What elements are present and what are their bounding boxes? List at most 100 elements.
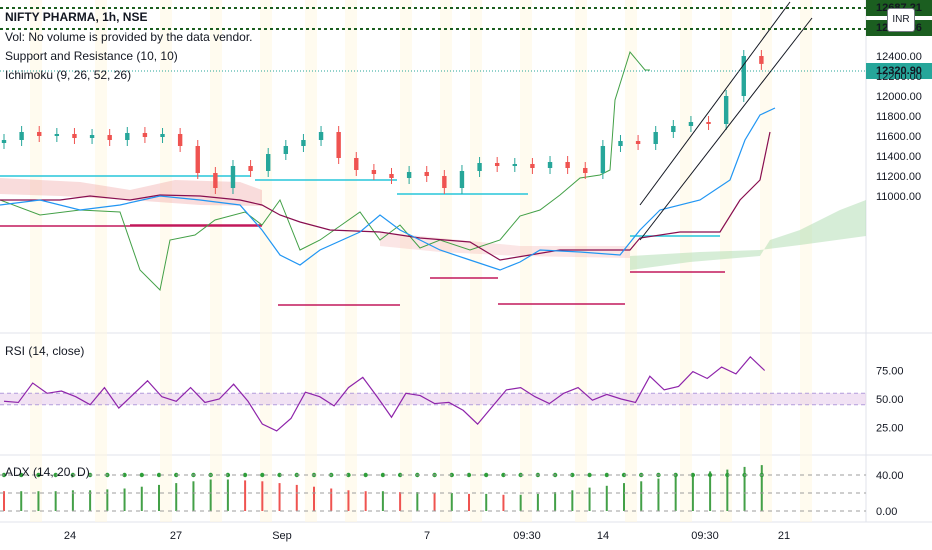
adx-threshold-dot: [277, 472, 282, 478]
price-tick-label: 11800.00: [876, 111, 921, 123]
session-band: [800, 0, 812, 522]
ichimoku-cloud-bullish: [630, 200, 866, 270]
session-band: [470, 0, 482, 522]
adx-threshold-dot: [484, 472, 489, 478]
session-band: [305, 0, 317, 522]
session-band: [520, 0, 532, 522]
rsi-legend[interactable]: RSI (14, close): [5, 344, 85, 358]
ichimoku-base-line: [0, 131, 771, 261]
candle-body: [230, 166, 236, 188]
session-band: [210, 0, 222, 522]
symbol-title[interactable]: NIFTY PHARMA, 1h, NSE: [5, 10, 148, 24]
candle-body: [89, 135, 95, 138]
session-band: [400, 0, 412, 522]
rsi-band: [0, 393, 866, 405]
session-band: [575, 0, 587, 522]
candle-body: [653, 132, 658, 144]
ichimoku-legend[interactable]: Ichimoku (9, 26, 52, 26): [5, 68, 132, 82]
adx-threshold-dot: [501, 472, 506, 478]
adx-threshold-dot: [242, 472, 248, 478]
candle-body: [547, 162, 553, 168]
rsi-line: [3, 355, 766, 432]
session-band: [680, 0, 692, 522]
candle-body: [688, 122, 694, 126]
candle-body: [635, 141, 641, 144]
candle-body: [37, 132, 42, 136]
candle-body: [671, 126, 676, 132]
time-axis-label: 24: [64, 530, 76, 542]
time-axis-label: 7: [424, 530, 430, 542]
adx-threshold-dot: [725, 472, 730, 478]
adx-threshold-dot: [122, 472, 127, 478]
support-resistance-legend[interactable]: Support and Resistance (10, 10): [5, 49, 178, 63]
adx-threshold-dot: [260, 472, 265, 478]
candle-body: [494, 163, 500, 166]
volume-note: Vol: No volume is provided by the data v…: [5, 30, 253, 44]
adx-threshold-dot: [707, 472, 713, 478]
price-tick-label: 11400.00: [876, 151, 921, 163]
adx-threshold-dot: [53, 472, 58, 478]
price-tick-label: 12400.00: [876, 51, 922, 63]
price-badge-last: 12320.90: [876, 65, 922, 77]
time-axis-label: 09:30: [513, 530, 541, 542]
time-axis-label: 14: [597, 530, 609, 542]
candle-body: [336, 132, 341, 158]
ichimoku-cloud-bearish: [0, 178, 262, 206]
adx-threshold-dot: [139, 472, 144, 478]
session-band: [760, 0, 772, 522]
candle-body: [354, 158, 359, 170]
candle-body: [195, 146, 200, 173]
rsi-tick-label: 50.00: [876, 394, 904, 406]
price-tick-label: 11000.00: [876, 191, 921, 203]
rsi-tick-label: 75.00: [876, 366, 904, 378]
candle-body: [583, 168, 588, 173]
candle-body: [248, 166, 253, 171]
candle-body: [142, 133, 148, 137]
adx-threshold-dot: [690, 472, 696, 478]
candle-body: [459, 171, 465, 188]
candle-body: [1, 140, 7, 143]
candle-body: [442, 176, 447, 188]
candle-body: [389, 174, 394, 178]
candle-body: [371, 170, 377, 174]
candle-body: [512, 164, 517, 166]
candle-body: [125, 133, 130, 140]
price-tick-label: 12200.00: [876, 71, 922, 83]
candle-body: [600, 146, 606, 173]
session-band: [95, 0, 107, 522]
adx-threshold-dot: [570, 472, 575, 478]
session-band: [440, 0, 452, 522]
currency-button[interactable]: INR: [887, 8, 915, 32]
candle-body: [301, 140, 306, 146]
channel-upper-line: [639, 1, 791, 206]
candle-body: [530, 164, 535, 168]
candle-body: [565, 162, 570, 168]
adx-threshold-dot: [604, 472, 609, 478]
candle-body: [318, 132, 324, 140]
time-axis-label: 27: [170, 530, 182, 542]
candle-body: [160, 134, 165, 137]
price-tick-label: 11600.00: [876, 131, 921, 143]
candle-body: [107, 135, 112, 140]
time-axis-label: 21: [778, 530, 790, 542]
candle-body: [618, 141, 623, 146]
adx-threshold-dot: [19, 472, 24, 478]
adx-threshold-dot: [466, 472, 472, 478]
adx-legend[interactable]: ADX (14, 20, D): [5, 465, 90, 479]
time-axis-label: 09:30: [691, 530, 719, 542]
candle-body: [266, 154, 271, 171]
adx-tick-label: 40.00: [876, 470, 904, 482]
adx-threshold-dot: [363, 472, 368, 478]
ichimoku-lagging-span: [0, 50, 650, 292]
price-tick-label: 12000.00: [876, 91, 922, 103]
candle-body: [213, 173, 218, 188]
adx-tick-label: 0.00: [876, 506, 897, 518]
adx-threshold-dot: [156, 472, 162, 478]
candle-body: [72, 134, 77, 138]
candle-body: [406, 172, 412, 178]
candle-body: [424, 172, 429, 176]
ichimoku-conversion-line: [0, 107, 776, 271]
session-band: [720, 0, 732, 522]
time-axis-label: Sep: [272, 530, 292, 542]
